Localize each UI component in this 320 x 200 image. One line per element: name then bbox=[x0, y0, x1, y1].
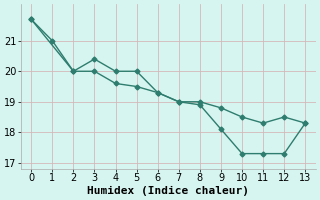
X-axis label: Humidex (Indice chaleur): Humidex (Indice chaleur) bbox=[87, 186, 249, 196]
